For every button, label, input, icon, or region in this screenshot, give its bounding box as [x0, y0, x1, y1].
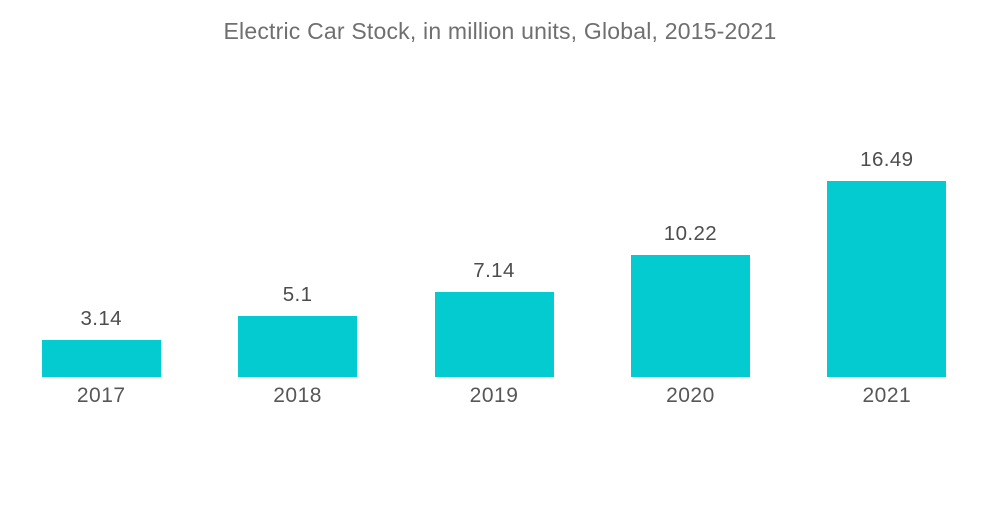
bar [434, 292, 554, 377]
bar [41, 339, 161, 377]
bar-column: 16.49 [789, 148, 985, 377]
bar-column: 3.14 [3, 307, 199, 377]
value-label: 3.14 [80, 306, 122, 330]
x-tick-label: 2019 [469, 384, 519, 407]
bar-column: 5.1 [199, 283, 395, 377]
value-label: 7.14 [473, 259, 515, 282]
x-tick-label: 2018 [273, 384, 322, 407]
value-label: 10.22 [663, 222, 718, 246]
x-axis: 2017 2018 2019 2020 2021 [3, 384, 985, 408]
value-label: 16.49 [860, 147, 914, 171]
plot-area: 3.14 5.1 7.14 10.22 16.49 [3, 127, 985, 377]
bar-column: 10.22 [592, 222, 788, 377]
bar [827, 180, 947, 377]
bar-column: 7.14 [396, 259, 592, 377]
bar [630, 255, 750, 377]
x-tick-label: 2020 [666, 384, 715, 407]
x-tick-label: 2017 [76, 384, 126, 407]
value-label: 5.1 [282, 283, 313, 307]
x-tick-label: 2021 [862, 384, 912, 407]
bar [238, 316, 358, 377]
bar-chart: Electric Car Stock, in million units, Gl… [0, 17, 1000, 521]
chart-title: Electric Car Stock, in million units, Gl… [223, 18, 777, 44]
